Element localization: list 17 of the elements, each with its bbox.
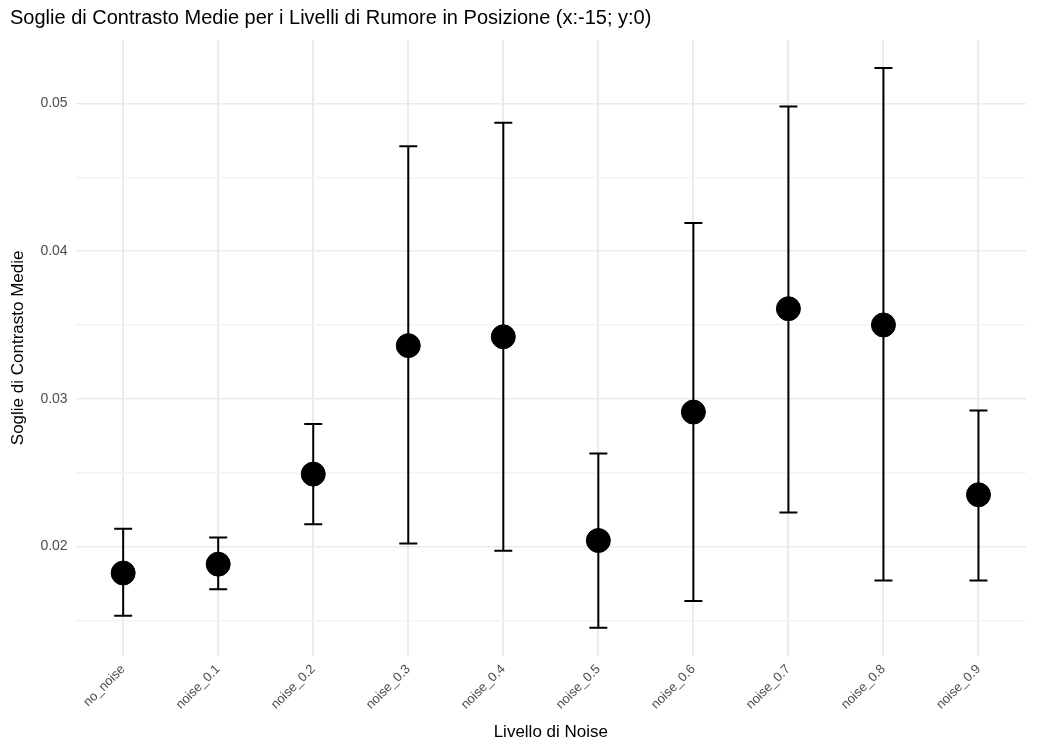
point [110, 560, 136, 586]
point [585, 528, 611, 554]
point [395, 333, 421, 359]
point [775, 296, 801, 322]
point [205, 551, 231, 577]
chart-title: Soglie di Contrasto Medie per i Livelli di Rumore in Posizione (x:-15; y:0) [10, 6, 652, 29]
y-tick-label: 0.05 [40, 94, 68, 111]
point [680, 399, 706, 425]
point [300, 461, 326, 487]
y-tick-label: 0.04 [40, 242, 68, 258]
point [965, 482, 991, 508]
point [870, 312, 896, 338]
y-axis-title: Soglie di Contrasto Medie [7, 250, 27, 446]
y-tick-label: 0.03 [40, 389, 68, 406]
x-axis-title: Livello di Noise [493, 722, 608, 742]
y-tick-label: 0.02 [40, 537, 68, 554]
point [490, 324, 516, 350]
